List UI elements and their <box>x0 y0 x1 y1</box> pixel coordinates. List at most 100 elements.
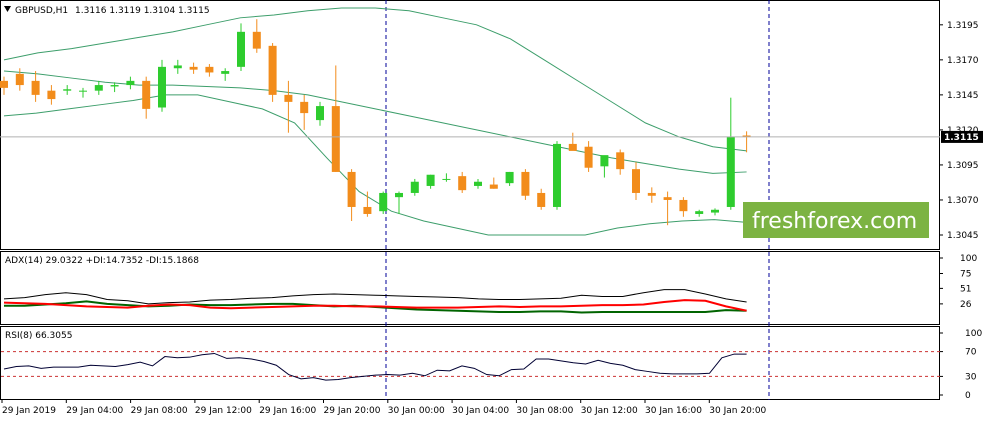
ohlc-readout: 1.3116 1.3119 1.3104 1.3115 <box>75 6 210 16</box>
bear-candle <box>252 31 261 49</box>
bull-candle <box>410 181 419 193</box>
adx-tick-label: 75 <box>960 270 971 280</box>
bear-candle <box>537 192 546 207</box>
candles <box>0 19 751 226</box>
time-tick-label: 30 Jan 12:00 <box>581 406 638 416</box>
bollinger-bands <box>3 7 747 236</box>
bull-candle <box>173 65 182 69</box>
axis-labels: 1.3195 1.3170 1.3145 1.3120 1.3095 1.3070 1.30… <box>1 21 982 416</box>
bear-candle <box>363 206 372 214</box>
bull-candle <box>94 85 103 91</box>
bollinger-lower-line <box>3 94 747 236</box>
bull-candle <box>316 106 324 121</box>
rsi-pane-frame <box>0 326 940 400</box>
bear-candle <box>568 143 577 151</box>
bear-candle <box>284 94 293 102</box>
rsi-tick-label: 30 <box>965 372 977 382</box>
bull-candle <box>726 136 735 207</box>
bear-candle <box>584 146 593 168</box>
watermark-box <box>743 202 929 238</box>
bear-candle <box>632 169 640 193</box>
bear-candle <box>31 80 40 95</box>
time-tick-label: 29 Jan 2019 <box>2 406 56 416</box>
price-tick-label: 1.3070 <box>947 196 979 206</box>
time-tick-label: 29 Jan 16:00 <box>259 406 316 416</box>
bull-candle <box>158 66 166 108</box>
adx-tick-label: 26 <box>960 300 972 310</box>
watermark-text: freshforex.com <box>752 209 917 234</box>
bear-candle <box>268 45 277 95</box>
bear-candle <box>458 176 467 191</box>
bollinger-upper-line <box>3 7 747 152</box>
bull-candle <box>395 192 403 198</box>
bear-candle <box>742 135 751 137</box>
adx-pane-frame <box>0 251 940 325</box>
bull-candle <box>442 178 451 180</box>
bear-candle <box>189 66 198 70</box>
price-tick-label: 1.3145 <box>947 91 979 101</box>
rsi-tick-label: 100 <box>965 329 982 339</box>
bear-candle <box>0 80 8 88</box>
time-tick-label: 29 Jan 08:00 <box>131 406 188 416</box>
rsi-level-lines <box>1 351 940 377</box>
bull-candle <box>600 155 609 167</box>
price-tick-label: 1.3170 <box>947 56 979 66</box>
bull-candle <box>126 80 135 86</box>
main-pane-frame <box>0 0 940 250</box>
bear-candle <box>663 197 672 200</box>
bear-candle <box>205 66 214 73</box>
adx-tick-label: 100 <box>960 254 977 264</box>
bull-candle <box>63 89 72 91</box>
rsi-tick-label: 70 <box>965 348 977 358</box>
price-tick-label: 1.3095 <box>947 161 979 171</box>
bear-candle <box>616 152 625 170</box>
price-tick-label: 1.3045 <box>947 231 979 241</box>
bear-candle <box>331 106 340 172</box>
time-tick-label: 29 Jan 12:00 <box>195 406 252 416</box>
bear-candle <box>347 171 356 207</box>
symbol-title: GBPUSD,H1 <box>15 6 68 16</box>
time-tick-label: 29 Jan 04:00 <box>66 406 123 416</box>
price-tick-label: 1.3195 <box>947 21 979 31</box>
minus-di-line <box>3 299 747 312</box>
bear-candle <box>679 199 688 212</box>
price-tick-label: 1.3120 <box>947 126 979 136</box>
bull-candle <box>505 171 514 184</box>
indicator-lines <box>3 289 747 381</box>
current-price-label: 1.3115 <box>944 133 979 143</box>
bull-candle <box>553 143 561 207</box>
period-separators <box>385 0 770 400</box>
bull-candle <box>237 31 245 67</box>
bear-candle <box>142 80 151 109</box>
rsi-line <box>3 352 747 381</box>
bull-candle <box>79 90 87 92</box>
bear-candle <box>15 73 24 86</box>
bull-candle <box>110 85 119 87</box>
bull-candle <box>221 71 230 74</box>
triangle-down-icon[interactable] <box>4 6 11 12</box>
bear-candle <box>47 90 56 100</box>
bull-candle <box>474 181 482 186</box>
bull-candle <box>695 211 704 214</box>
time-tick-label: 30 Jan 08:00 <box>516 406 573 416</box>
bull-candle <box>711 209 719 213</box>
bull-candle <box>379 192 388 212</box>
bear-candle <box>647 192 656 196</box>
adx-tick-label: 51 <box>960 284 971 294</box>
adx-line <box>3 289 747 305</box>
time-tick-label: 30 Jan 00:00 <box>388 406 445 416</box>
bear-candle <box>489 184 498 189</box>
rsi-tick-label: 0 <box>965 391 971 401</box>
time-tick-label: 30 Jan 20:00 <box>709 406 766 416</box>
time-tick-label: 30 Jan 04:00 <box>452 406 509 416</box>
time-tick-label: 30 Jan 16:00 <box>645 406 702 416</box>
rsi-title: RSI(8) 66.3055 <box>5 331 72 341</box>
bear-candle <box>521 171 530 196</box>
bull-candle <box>426 174 435 186</box>
current-price-badge <box>941 130 983 143</box>
bear-candle <box>300 101 309 114</box>
time-tick-label: 29 Jan 20:00 <box>324 406 381 416</box>
adx-title: ADX(14) 29.0322 +DI:14.7352 -DI:15.1868 <box>5 256 199 266</box>
